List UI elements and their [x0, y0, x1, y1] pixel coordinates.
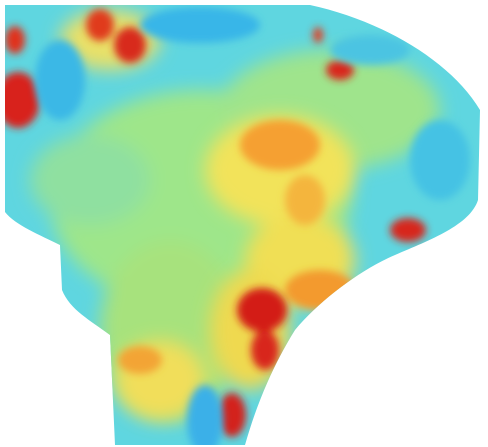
- page: [0, 0, 488, 447]
- heatmap-image: [0, 0, 488, 447]
- heatmap-region: [0, 0, 488, 447]
